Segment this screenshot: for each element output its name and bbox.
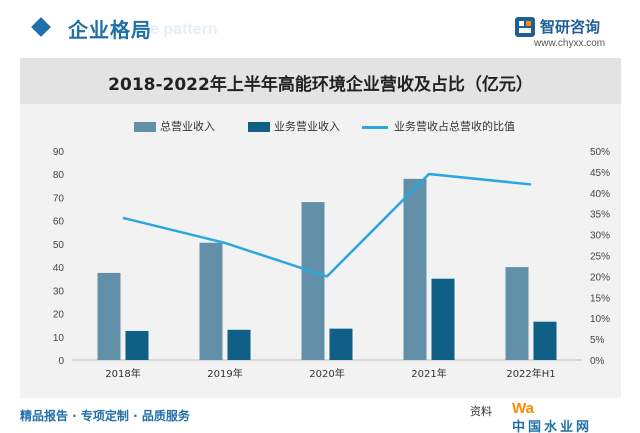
y-left-tick-label: 40	[53, 263, 65, 274]
section-title: 企业格局	[68, 18, 152, 42]
footer-watermark-mark: Wa	[512, 400, 534, 417]
y-right-tick-label: 20%	[590, 272, 610, 283]
legend-line-ratio	[362, 126, 388, 129]
y-left-tick-label: 10	[53, 333, 65, 344]
legend: 总营业收入 业务营业收入 业务营收占总营收的比值	[0, 119, 640, 135]
brand-logo-icon	[515, 17, 535, 37]
chart-title: 2018-2022年上半年高能环境企业营收及占比（亿元）	[108, 75, 533, 95]
y-right-tick-label: 25%	[590, 252, 610, 263]
y-left-tick-label: 20	[53, 310, 65, 321]
legend-swatch-total-revenue	[134, 122, 156, 132]
y-right-tick-label: 30%	[590, 231, 610, 242]
legend-swatch-business-revenue	[248, 122, 270, 132]
y-right-tick-label: 10%	[590, 314, 610, 325]
bar-total-revenue	[301, 202, 325, 360]
y-right-tick-label: 35%	[590, 210, 610, 221]
legend-label-ratio: 业务营收占总营收的比值	[394, 120, 515, 133]
brand-url: www.chyxx.com	[534, 38, 606, 49]
header: 企业格局 e pattern 智研咨询 www.chyxx.com	[0, 0, 640, 58]
footer: 精品报告 · 专项定制 · 品质服务 资料 Wa 中国水业网	[0, 398, 640, 433]
chart-title-bar: 2018-2022年上半年高能环境企业营收及占比（亿元）	[20, 58, 621, 104]
bar-total-revenue	[403, 178, 427, 360]
footer-source: 资料	[470, 405, 492, 418]
bar-business-revenue	[227, 329, 251, 360]
y-right-tick-label: 40%	[590, 189, 610, 200]
bar-business-revenue	[125, 330, 149, 360]
bar-total-revenue	[97, 272, 121, 360]
bar-business-revenue	[431, 278, 455, 360]
section-title-watermark: e pattern	[150, 21, 218, 38]
y-right-tick-label: 50%	[590, 147, 610, 158]
y-left-tick-label: 30	[53, 286, 65, 297]
legend-label-total-revenue: 总营业收入	[160, 120, 215, 133]
bar-total-revenue	[505, 267, 529, 360]
x-tick-label: 2019年	[207, 367, 242, 380]
y-left-tick-label: 80	[53, 170, 65, 181]
y-left-tick-label: 60	[53, 217, 65, 228]
bar-business-revenue	[329, 328, 353, 360]
y-right-tick-label: 5%	[590, 335, 605, 346]
footer-tagline: 精品报告 · 专项定制 · 品质服务	[20, 409, 190, 423]
brand: 智研咨询 www.chyxx.com	[514, 14, 624, 50]
footer-watermark-cn: 中国水业网	[512, 420, 593, 433]
brand-name: 智研咨询	[540, 18, 601, 36]
x-tick-label: 2022年H1	[506, 367, 555, 380]
x-tick-label: 2018年	[105, 367, 140, 380]
legend-label-business-revenue: 业务营业收入	[274, 120, 340, 133]
y-left-tick-label: 50	[53, 240, 65, 251]
y-left-tick-label: 0	[58, 356, 64, 367]
y-left-tick-label: 70	[53, 193, 65, 204]
line-ratio	[122, 172, 532, 278]
y-left-tick-label: 90	[53, 147, 65, 158]
bar-total-revenue	[199, 242, 223, 360]
x-tick-label: 2021年	[411, 367, 446, 380]
x-tick-label: 2020年	[309, 367, 344, 380]
y-right-tick-label: 45%	[590, 168, 610, 179]
legend-item-ratio: 业务营收占总营收的比值	[362, 119, 562, 135]
legend-item-total-revenue: 总营业收入	[134, 119, 244, 135]
y-right-tick-label: 15%	[590, 293, 610, 304]
y-right-tick-label: 0%	[590, 356, 605, 367]
bar-business-revenue	[533, 321, 557, 360]
legend-item-business-revenue: 业务营业收入	[248, 119, 358, 135]
